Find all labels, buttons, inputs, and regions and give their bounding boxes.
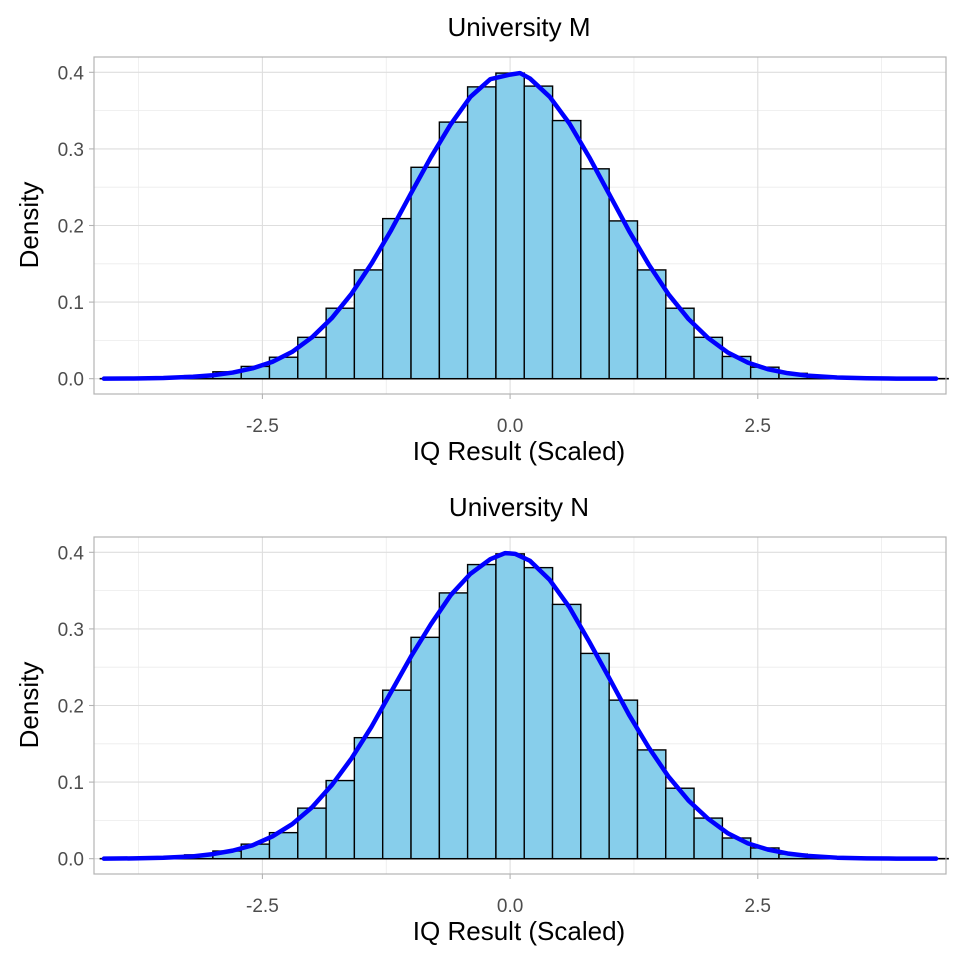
histogram-bar bbox=[410, 636, 441, 860]
y-tick-label: 0.4 bbox=[58, 543, 85, 564]
histogram-bar bbox=[495, 72, 525, 380]
histogram-bar bbox=[381, 689, 412, 860]
y-tick-label: 0.1 bbox=[58, 293, 84, 314]
plot-area bbox=[93, 536, 949, 875]
histogram-bar bbox=[523, 566, 554, 860]
histogram-bar bbox=[410, 166, 441, 380]
panel-title: University N bbox=[449, 492, 589, 522]
y-tick-label: 0.4 bbox=[58, 63, 85, 84]
histogram-bar bbox=[438, 592, 469, 860]
histogram-bar bbox=[353, 736, 384, 860]
y-axis-title: Density bbox=[14, 662, 44, 749]
histogram-bar bbox=[353, 269, 384, 380]
density-curve bbox=[101, 70, 939, 381]
histogram-bar bbox=[466, 563, 497, 860]
histogram-bar bbox=[523, 85, 554, 380]
y-tick-label: 0.0 bbox=[58, 850, 84, 871]
x-tick-label: -2.5 bbox=[246, 416, 279, 437]
histogram-bar bbox=[551, 603, 582, 860]
x-tick-label: 2.5 bbox=[745, 896, 771, 917]
plot-area bbox=[93, 56, 949, 395]
histogram-bar bbox=[580, 168, 610, 380]
x-tick-label: 0.0 bbox=[497, 896, 523, 917]
histogram-bar bbox=[381, 217, 412, 380]
y-tick-label: 0.3 bbox=[58, 140, 84, 161]
x-tick-label: 2.5 bbox=[745, 416, 771, 437]
density-curve bbox=[101, 550, 939, 861]
y-tick-label: 0.3 bbox=[58, 620, 84, 641]
panel-university-n: University N IQ Result (Scaled) Density … bbox=[14, 492, 949, 946]
x-tick-label: 0.0 bbox=[497, 416, 523, 437]
histogram-bar bbox=[608, 699, 639, 860]
y-axis-title: Density bbox=[14, 182, 44, 269]
y-tick-label: 0.2 bbox=[58, 697, 84, 718]
y-tick-label: 0.0 bbox=[58, 370, 84, 391]
x-axis-title: IQ Result (Scaled) bbox=[413, 916, 625, 946]
histogram-bar bbox=[580, 652, 610, 860]
histogram-bar bbox=[636, 269, 667, 380]
panel-university-m: University M IQ Result (Scaled) Density … bbox=[14, 12, 949, 466]
y-tick-label: 0.1 bbox=[58, 773, 84, 794]
x-axis-title: IQ Result (Scaled) bbox=[413, 436, 625, 466]
panel-title: University M bbox=[447, 12, 590, 42]
histogram-bar bbox=[495, 553, 525, 860]
histogram-bar bbox=[466, 86, 497, 380]
histogram-bar bbox=[438, 121, 469, 380]
x-tick-label: -2.5 bbox=[246, 896, 279, 917]
histogram-bar bbox=[608, 220, 639, 380]
y-tick-label: 0.2 bbox=[58, 217, 84, 238]
histogram-bar bbox=[551, 119, 582, 380]
histogram-bar bbox=[325, 779, 356, 860]
